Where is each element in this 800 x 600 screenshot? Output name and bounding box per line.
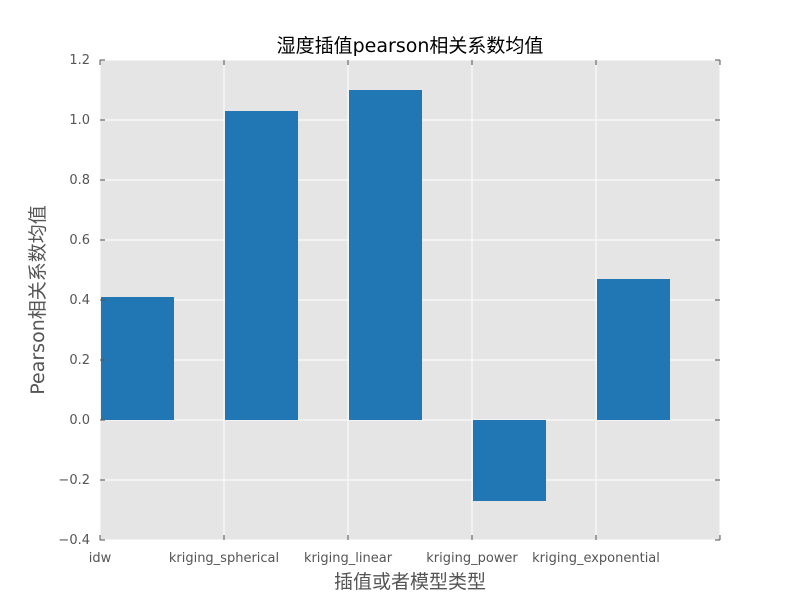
- y-tick-label: 0.0: [69, 413, 90, 428]
- x-axis-label: 插值或者模型类型: [334, 571, 486, 593]
- y-tick-label: −0.4: [58, 533, 90, 548]
- chart-title: 湿度插值pearson相关系数均值: [277, 35, 544, 57]
- y-tick-label: 0.6: [69, 233, 90, 248]
- y-tick-label: 1.0: [69, 113, 90, 128]
- x-tick-label-idw: idw: [89, 551, 112, 566]
- x-tick-label-kriging_linear: kriging_linear: [304, 551, 393, 566]
- bar-kriging_spherical: [225, 111, 298, 420]
- bar-idw: [101, 297, 174, 420]
- y-tick-label: 0.4: [69, 293, 90, 308]
- bar-kriging_power: [473, 420, 546, 501]
- y-tick-label: 0.2: [69, 353, 90, 368]
- x-tick-labels: idw kriging_spherical kriging_linear krigin…: [89, 551, 660, 566]
- bar-kriging_exponential: [597, 279, 670, 420]
- bars: [101, 90, 670, 501]
- y-tick-label: 1.2: [69, 53, 90, 68]
- x-tick-label-kriging_power: kriging_power: [426, 551, 518, 566]
- bar-kriging_linear: [349, 90, 422, 420]
- y-axis-label: Pearson相关系数均值: [27, 205, 49, 395]
- x-tick-label-kriging_exponential: kriging_exponential: [532, 551, 660, 566]
- x-tick-label-kriging_spherical: kriging_spherical: [169, 551, 279, 566]
- y-tick-label: −0.2: [58, 473, 90, 488]
- axis-ticks: [99, 59, 721, 541]
- y-tick-labels: −0.4 −0.2 0.0 0.2 0.4 0.6 0.8 1.0 1.2: [58, 53, 90, 548]
- y-tick-label: 0.8: [69, 173, 90, 188]
